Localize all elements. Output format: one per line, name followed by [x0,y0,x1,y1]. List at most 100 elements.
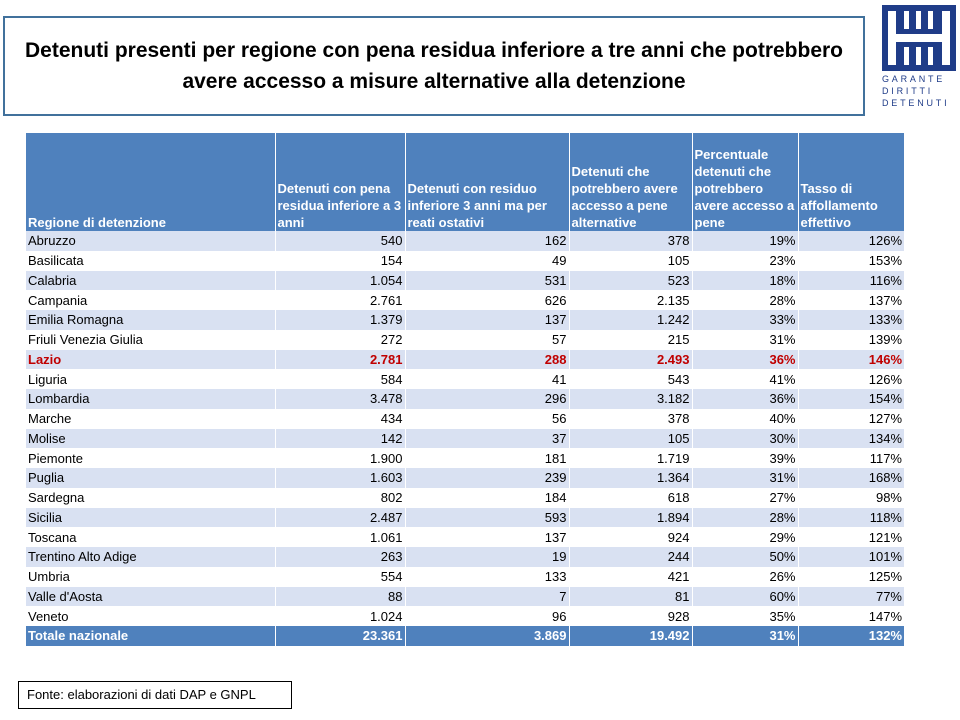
region-cell: Piemonte [26,448,276,468]
detainees-table: Regione di detenzione Detenuti con pena … [26,133,904,646]
table-header-row: Regione di detenzione Detenuti con pena … [26,133,904,231]
value-cell: 184 [405,487,570,508]
region-cell: Friuli Venezia Giulia [26,329,276,350]
value-cell: 137% [798,290,904,310]
total-value-cell: 132% [798,626,904,646]
value-cell: 96 [405,606,570,626]
region-cell: Molise [26,428,276,449]
value-cell: 142 [275,428,406,449]
value-cell: 137 [405,310,570,330]
value-cell: 37 [405,428,570,449]
value-cell: 288 [405,349,570,370]
table-row: Marche 434 56 378 40% 127% [26,408,904,429]
value-cell: 1.061 [275,527,406,547]
value-cell: 19 [405,547,570,567]
value-cell: 7 [405,586,570,607]
value-cell: 523 [569,270,693,291]
value-cell: 118% [798,507,904,528]
total-value-cell: 23.361 [275,626,406,646]
value-cell: 28% [692,290,799,310]
table-row: Sardegna 802 184 618 27% 98% [26,487,904,508]
region-cell: Liguria [26,369,276,389]
table-row: Basilicata 154 49 105 23% 153% [26,250,904,271]
value-cell: 19% [692,231,799,251]
region-cell: Lazio [26,349,276,370]
value-cell: 1.364 [569,468,693,488]
value-cell: 1.894 [569,507,693,528]
region-cell: Sardegna [26,487,276,508]
value-cell: 378 [569,231,693,251]
logo-text: GARANTE DIRITTI DETENUTI [882,73,958,109]
value-cell: 116% [798,270,904,291]
value-cell: 57 [405,329,570,350]
value-cell: 49 [405,250,570,271]
value-cell: 30% [692,428,799,449]
value-cell: 29% [692,527,799,547]
value-cell: 2.781 [275,349,406,370]
value-cell: 554 [275,566,406,587]
table-row: Umbria 554 133 421 26% 125% [26,566,904,587]
value-cell: 2.493 [569,349,693,370]
value-cell: 1.242 [569,310,693,330]
value-cell: 98% [798,487,904,508]
total-label-cell: Totale nazionale [26,626,276,646]
table-row: Valle d'Aosta 88 7 81 60% 77% [26,586,904,607]
table-row: Trentino Alto Adige 263 19 244 50% 101% [26,547,904,567]
table-row: Molise 142 37 105 30% 134% [26,428,904,449]
source-note: Fonte: elaborazioni di dati DAP e GNPL [18,681,292,709]
value-cell: 543 [569,369,693,389]
value-cell: 618 [569,487,693,508]
region-cell: Lombardia [26,389,276,409]
value-cell: 126% [798,231,904,251]
value-cell: 139% [798,329,904,350]
value-cell: 26% [692,566,799,587]
value-cell: 626 [405,290,570,310]
value-cell: 2.135 [569,290,693,310]
value-cell: 2.487 [275,507,406,528]
value-cell: 924 [569,527,693,547]
column-header: Tasso di affollamento effettivo [798,133,904,231]
value-cell: 35% [692,606,799,626]
column-header: Detenuti che potrebbero avere accesso a … [569,133,693,231]
value-cell: 133% [798,310,904,330]
value-cell: 802 [275,487,406,508]
value-cell: 36% [692,389,799,409]
value-cell: 1.379 [275,310,406,330]
region-cell: Valle d'Aosta [26,586,276,607]
value-cell: 421 [569,566,693,587]
table-total-row: Totale nazionale 23.361 3.869 19.492 31% 132% [26,626,904,646]
region-cell: Calabria [26,270,276,291]
region-cell: Umbria [26,566,276,587]
value-cell: 434 [275,408,406,429]
table-row-highlighted: Lazio 2.781 288 2.493 36% 146% [26,349,904,370]
logo-icon [882,5,956,71]
garante-logo: GARANTE DIRITTI DETENUTI [880,3,958,111]
column-header: Regione di detenzione [26,133,276,231]
table-row: Sicilia 2.487 593 1.894 28% 118% [26,507,904,528]
value-cell: 181 [405,448,570,468]
value-cell: 134% [798,428,904,449]
value-cell: 1.024 [275,606,406,626]
page-title: Detenuti presenti per regione con pena r… [24,39,843,93]
region-cell: Emilia Romagna [26,310,276,330]
column-header: Percentuale detenuti che potrebbero aver… [692,133,799,231]
total-value-cell: 19.492 [569,626,693,646]
table-row: Abruzzo 540 162 378 19% 126% [26,231,904,251]
value-cell: 296 [405,389,570,409]
value-cell: 531 [405,270,570,291]
table-row: Campania 2.761 626 2.135 28% 137% [26,290,904,310]
value-cell: 133 [405,566,570,587]
value-cell: 39% [692,448,799,468]
value-cell: 56 [405,408,570,429]
value-cell: 117% [798,448,904,468]
value-cell: 125% [798,566,904,587]
value-cell: 18% [692,270,799,291]
table-row: Emilia Romagna 1.379 137 1.242 33% 133% [26,310,904,330]
region-cell: Puglia [26,468,276,488]
table-row: Puglia 1.603 239 1.364 31% 168% [26,468,904,488]
value-cell: 215 [569,329,693,350]
value-cell: 105 [569,250,693,271]
value-cell: 540 [275,231,406,251]
region-cell: Veneto [26,606,276,626]
value-cell: 23% [692,250,799,271]
